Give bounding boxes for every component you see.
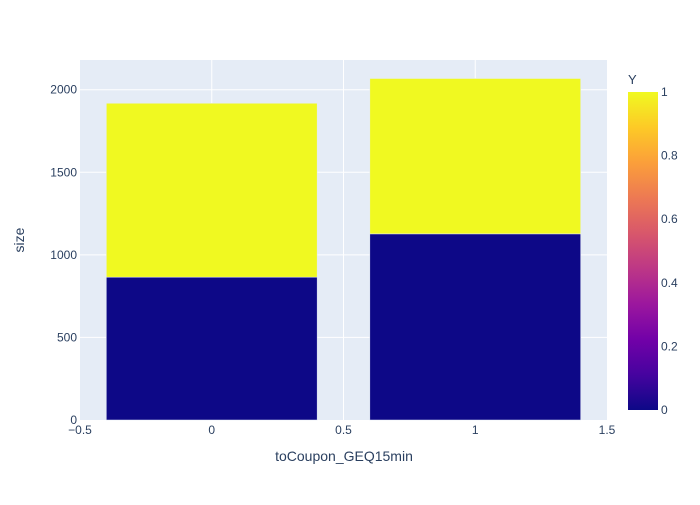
bar-x1-y1 <box>369 78 581 235</box>
bar-x0-y0 <box>106 276 318 421</box>
y-tick-label: 1500 <box>50 165 77 179</box>
y-tick-label: 0 <box>70 413 77 427</box>
colorbar-tick-label: 0 <box>661 403 668 417</box>
y-tick-label: 500 <box>57 330 77 344</box>
colorbar-title: Y <box>628 72 637 87</box>
y-tick-label: 1000 <box>50 248 77 262</box>
y-tick-label: 2000 <box>50 83 77 97</box>
bar-x0-y1 <box>106 103 318 278</box>
colorbar <box>628 92 658 410</box>
bar-x1-y0 <box>369 233 581 421</box>
x-tick-label: −0.5 <box>68 423 92 437</box>
x-tick-label: 1.5 <box>599 423 616 437</box>
colorbar-tick-label: 0.2 <box>661 339 678 353</box>
x-tick-label: 0.5 <box>335 423 352 437</box>
x-tick-label: 1 <box>472 423 479 437</box>
x-tick-label: 0 <box>208 423 215 437</box>
x-axis-title: toCoupon_GEQ15min <box>275 448 413 464</box>
y-axis-title: size <box>11 227 27 252</box>
colorbar-tick-label: 0.6 <box>661 212 678 226</box>
colorbar-tick-label: 1 <box>661 85 668 99</box>
colorbar-tick-label: 0.8 <box>661 149 678 163</box>
colorbar-tick-label: 0.4 <box>661 276 678 290</box>
